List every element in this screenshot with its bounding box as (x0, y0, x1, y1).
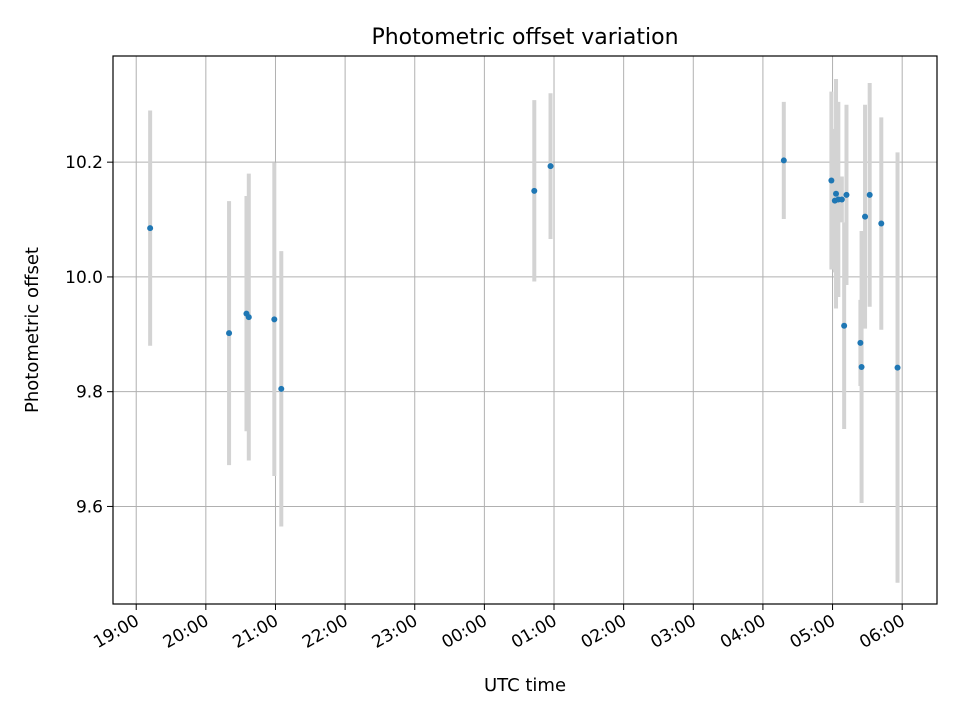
x-tick-label: 03:00 (647, 611, 699, 653)
x-axis: 19:00 20:00 21:00 22:00 23:00 00:00 01:00 02:00… (90, 604, 909, 653)
data-point (843, 191, 850, 198)
data-point (841, 322, 848, 329)
data-point (862, 213, 869, 220)
data-point (838, 196, 845, 203)
data-point (833, 190, 840, 197)
data-point (858, 364, 865, 371)
data-point (531, 187, 538, 194)
x-tick-label: 00:00 (438, 611, 490, 653)
error-bars (148, 78, 900, 583)
x-tick-label: 04:00 (717, 611, 769, 653)
data-point (780, 157, 787, 164)
x-tick-label: 01:00 (508, 611, 560, 653)
x-tick-label: 19:00 (90, 611, 142, 653)
grid (113, 56, 937, 604)
data-point (245, 314, 252, 321)
y-tick-label: 9.6 (76, 497, 103, 517)
plot-frame (112, 55, 938, 605)
x-tick-label: 21:00 (230, 611, 282, 653)
data-point (828, 177, 835, 184)
x-tick-label: 20:00 (160, 611, 212, 653)
y-tick-label: 10.0 (65, 268, 103, 288)
data-point (271, 316, 278, 323)
data-point (147, 225, 154, 232)
x-axis-label: UTC time (484, 675, 566, 696)
chart-title: Photometric offset variation (371, 25, 678, 50)
data-point (894, 364, 901, 371)
y-axis: 9.6 9.8 10.0 10.2 (65, 153, 113, 517)
x-tick-label: 23:00 (369, 611, 421, 653)
data-point (878, 220, 885, 227)
y-tick-label: 9.8 (76, 383, 103, 403)
data-point (866, 191, 873, 198)
x-tick-label: 02:00 (578, 611, 630, 653)
y-axis-label: Photometric offset (22, 247, 43, 413)
y-tick-label: 10.2 (65, 153, 103, 173)
data-point (547, 163, 554, 170)
data-points (147, 157, 901, 392)
data-point (857, 339, 864, 346)
x-tick-label: 06:00 (856, 611, 908, 653)
data-point (226, 330, 233, 337)
data-point (278, 385, 285, 392)
x-tick-label: 22:00 (299, 611, 351, 653)
x-tick-label: 05:00 (787, 611, 839, 653)
